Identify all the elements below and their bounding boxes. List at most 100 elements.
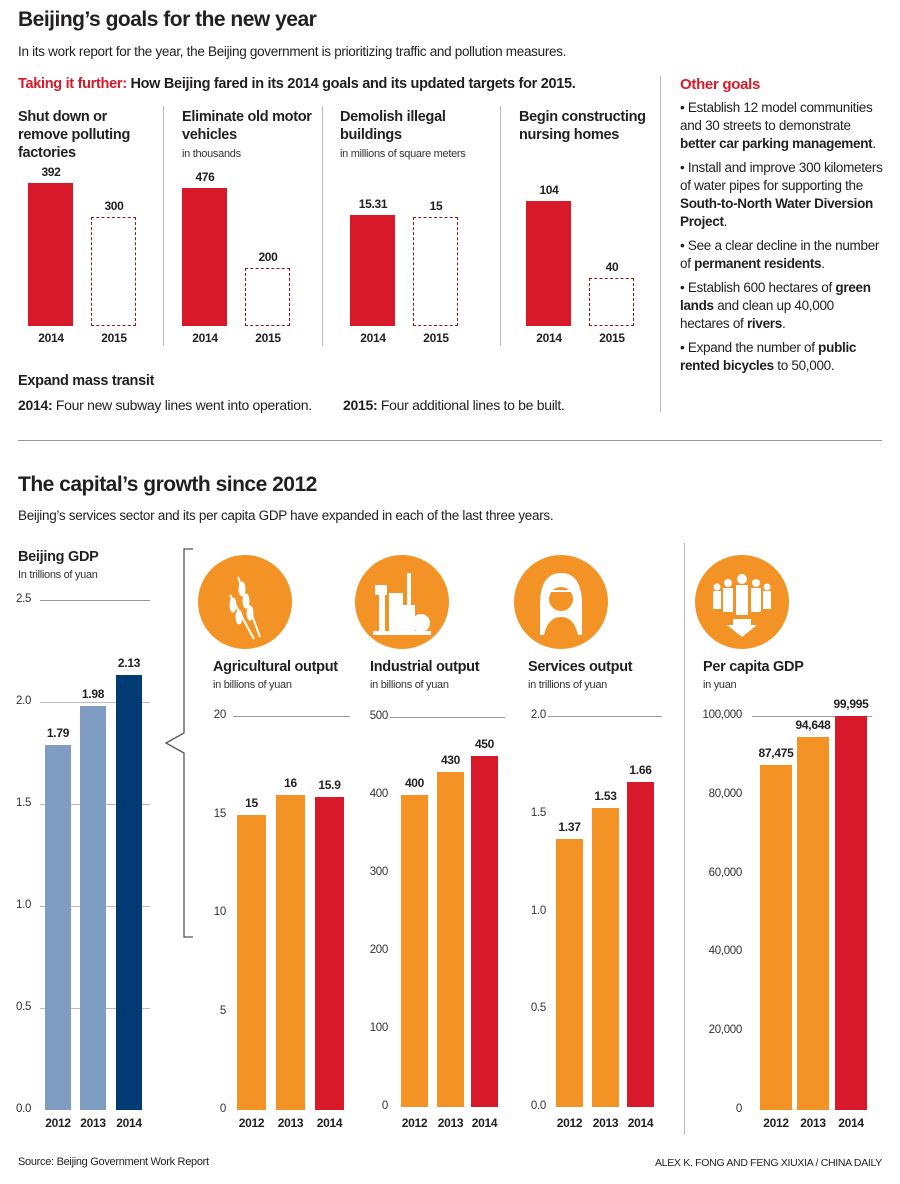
transit-2014-label: 2014: [18, 397, 53, 413]
bar-2014 [627, 782, 654, 1107]
goal-text: . [781, 316, 786, 331]
goal-text: . [872, 136, 876, 151]
x-tick-label: 2014 [192, 331, 218, 345]
y-tick-label: 80,000 [708, 787, 743, 800]
x-tick-label: 2013 [437, 1116, 464, 1130]
y-tick-label: 2.0 [530, 709, 546, 721]
y-tick-label: 100,000 [702, 709, 743, 721]
transit-2015-label: 2015: [343, 397, 378, 413]
y-tick-label: 1.5 [530, 806, 546, 819]
source-note: Source: Beijing Government Work Report [18, 1156, 209, 1168]
goal-text: and clean up 40,000 hectares of [680, 298, 834, 331]
x-tick-label: 2015 [599, 331, 625, 345]
y-tick-label: 0 [219, 1103, 226, 1115]
x-tick-label: 2014 [38, 331, 64, 345]
bar-2014 [471, 756, 498, 1107]
y-tick-label: 0.0 [16, 1103, 32, 1115]
goal-text: green lands [680, 280, 871, 313]
y-tick-label: 5 [219, 1004, 226, 1017]
x-tick-label: 2014 [627, 1116, 654, 1130]
goal-text: South-to-North Water Diversion Project [680, 196, 873, 229]
value-label: 15.31 [358, 197, 388, 211]
chart-title: Eliminate old motor vehicles [182, 109, 312, 143]
transit-2014-text: Four new subway lines went into operatio… [55, 397, 312, 413]
bar-2013 [276, 794, 305, 1110]
bar-2012 [556, 839, 583, 1107]
chart-title: Services output [528, 659, 633, 675]
x-tick-label: 2012 [763, 1116, 789, 1130]
chart-title: Agricultural output [213, 659, 338, 675]
x-tick-label: 2013 [80, 1116, 106, 1130]
chart-unit: in billions of yuan [370, 679, 449, 691]
gridline [40, 600, 150, 601]
goal-text: permanent residents [694, 256, 822, 271]
bar-2014 [835, 716, 867, 1110]
y-tick-label: 0 [735, 1103, 742, 1115]
x-tick-label: 2012 [45, 1116, 71, 1130]
value-label: 15 [429, 199, 443, 214]
value-label: 16 [284, 775, 297, 790]
value-label: 1.37 [558, 820, 581, 835]
value-label: 99,995 [833, 697, 869, 712]
transit-heading: Expand mass transit [18, 373, 155, 389]
bar-2012 [401, 795, 428, 1107]
bar-2012 [760, 765, 792, 1110]
y-tick-label: 1.0 [16, 899, 32, 911]
bar-2014 [350, 215, 395, 326]
other-goal-item: • Install and improve 300 kilometers of … [680, 159, 885, 231]
section-title-growth: The capital’s growth since 2012 [18, 473, 317, 496]
bar-2013 [80, 706, 106, 1110]
gridline [233, 716, 350, 717]
section-subtitle-growth: Beijing’s services sector and its per ca… [18, 508, 554, 523]
bar-2015-target [245, 268, 290, 326]
chart-unit: in yuan [703, 679, 737, 691]
x-tick-label: 2012 [556, 1116, 583, 1130]
bar-2015-target [413, 217, 458, 326]
other-goals: Other goals • Establish 12 model communi… [680, 76, 885, 381]
factory-icon [355, 555, 449, 649]
section-subtitle-goals: In its work report for the year, the Bei… [18, 44, 567, 59]
gridline [752, 716, 872, 717]
bar-2014 [315, 796, 344, 1110]
y-tick-label: 15 [213, 807, 227, 820]
column-divider [660, 76, 661, 412]
y-tick-label: 2.0 [16, 695, 32, 707]
y-tick-label: 0.0 [530, 1100, 546, 1112]
value-label: 300 [104, 198, 124, 213]
chart-unit: in thousands [182, 148, 241, 160]
chart-title: Shut down or remove polluting factories [18, 109, 131, 161]
goal-text: • See a clear decline in the number of [680, 238, 880, 271]
x-tick-label: 2013 [592, 1116, 619, 1130]
section-divider [18, 440, 882, 441]
service-worker-icon [514, 555, 608, 649]
bar-2014 [116, 675, 142, 1110]
x-tick-label: 2014 [360, 331, 386, 345]
goal-text: . [723, 214, 728, 229]
x-tick-label: 2013 [277, 1116, 304, 1130]
chart-title: Per capita GDP [703, 659, 804, 675]
goal-text: . [821, 256, 825, 271]
y-tick-label: 10 [213, 906, 227, 918]
value-label: 15.9 [318, 777, 341, 792]
value-label: 94,648 [795, 718, 831, 733]
value-label: 200 [258, 250, 278, 265]
value-label: 1.98 [81, 687, 105, 702]
bar-2012 [45, 744, 71, 1110]
value-label: 1.53 [594, 788, 617, 803]
y-tick-label: 0.5 [16, 1001, 32, 1013]
y-tick-label: 0 [381, 1100, 388, 1112]
gridline [390, 717, 505, 718]
y-tick-label: 60,000 [708, 866, 743, 879]
population-icon [695, 555, 789, 649]
transit-2015: 2015: Four additional lines to be built. [343, 397, 565, 413]
x-tick-label: 2014 [536, 331, 562, 345]
x-tick-label: 2013 [800, 1116, 826, 1130]
value-label: 1.79 [46, 725, 70, 740]
bar-2012 [237, 814, 266, 1110]
lead-red: Taking it further: [18, 76, 127, 92]
credit: ALEX K. FONG AND FENG XIUXIA / CHINA DAI… [654, 1157, 882, 1169]
section-title-goals: Beijing’s goals for the new year [18, 8, 317, 31]
value-label: 104 [539, 183, 559, 197]
x-tick-label: 2015 [423, 331, 449, 345]
transit-2014: 2014: Four new subway lines went into op… [18, 397, 312, 413]
